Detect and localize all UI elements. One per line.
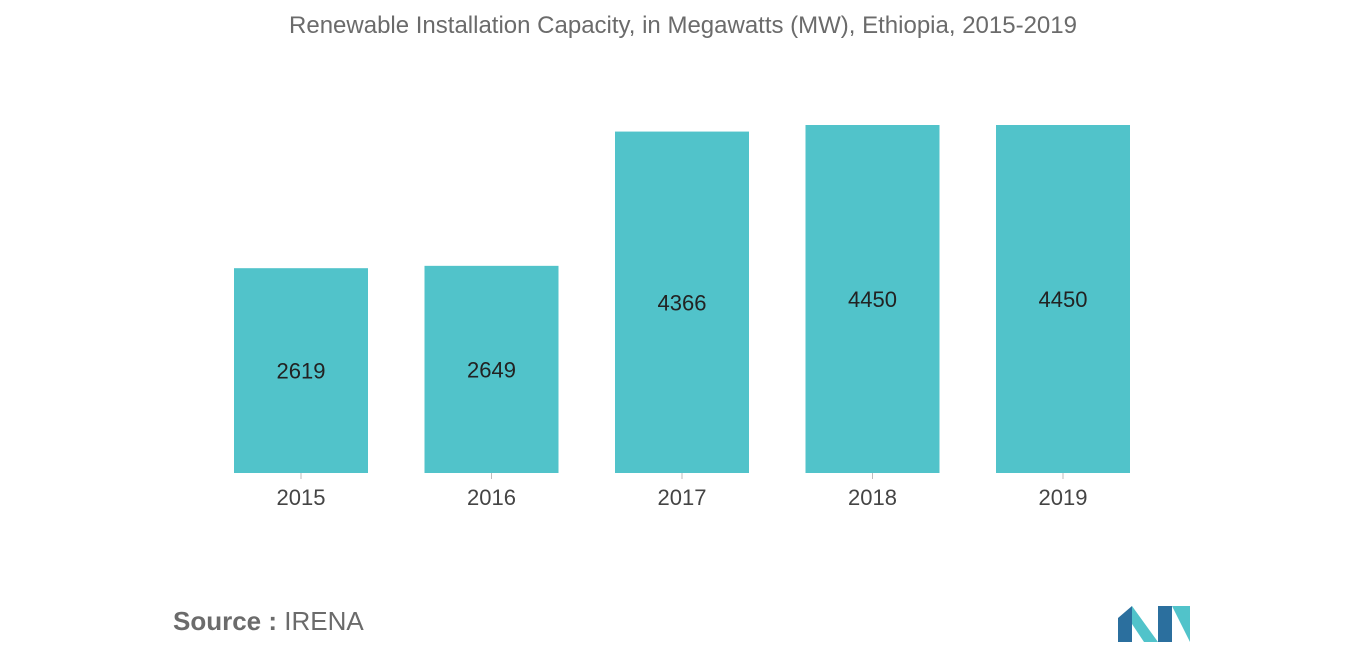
bar-2019 <box>996 125 1130 473</box>
data-label-2016: 2649 <box>467 357 516 382</box>
data-label-2019: 4450 <box>1039 287 1088 312</box>
source-value: IRENA <box>284 606 364 636</box>
bars-layer <box>234 125 1130 474</box>
data-label-2018: 4450 <box>848 287 897 312</box>
bar-2016 <box>424 265 559 473</box>
chart-title: Renewable Installation Capacity, in Mega… <box>289 12 1077 39</box>
x-tick-label-2017: 2017 <box>658 485 707 510</box>
bar-2017 <box>615 131 749 474</box>
x-tick-label-2016: 2016 <box>467 485 516 510</box>
bar-2018 <box>805 125 940 473</box>
data-label-2017: 4366 <box>658 290 707 315</box>
x-tick-label-2019: 2019 <box>1039 485 1088 510</box>
x-axis: 2015 2016 2017 2018 2019 <box>277 473 1088 510</box>
x-tick-label-2018: 2018 <box>848 485 897 510</box>
bar-2015 <box>234 268 368 473</box>
data-labels-layer: 2619 2649 4366 4450 4450 <box>277 287 1088 384</box>
x-tick-label-2015: 2015 <box>277 485 326 510</box>
mordor-intelligence-logo-icon <box>1118 606 1190 642</box>
source-label: Source : <box>173 606 278 636</box>
source-line: Source : IRENA <box>173 606 364 637</box>
data-label-2015: 2619 <box>277 359 326 384</box>
